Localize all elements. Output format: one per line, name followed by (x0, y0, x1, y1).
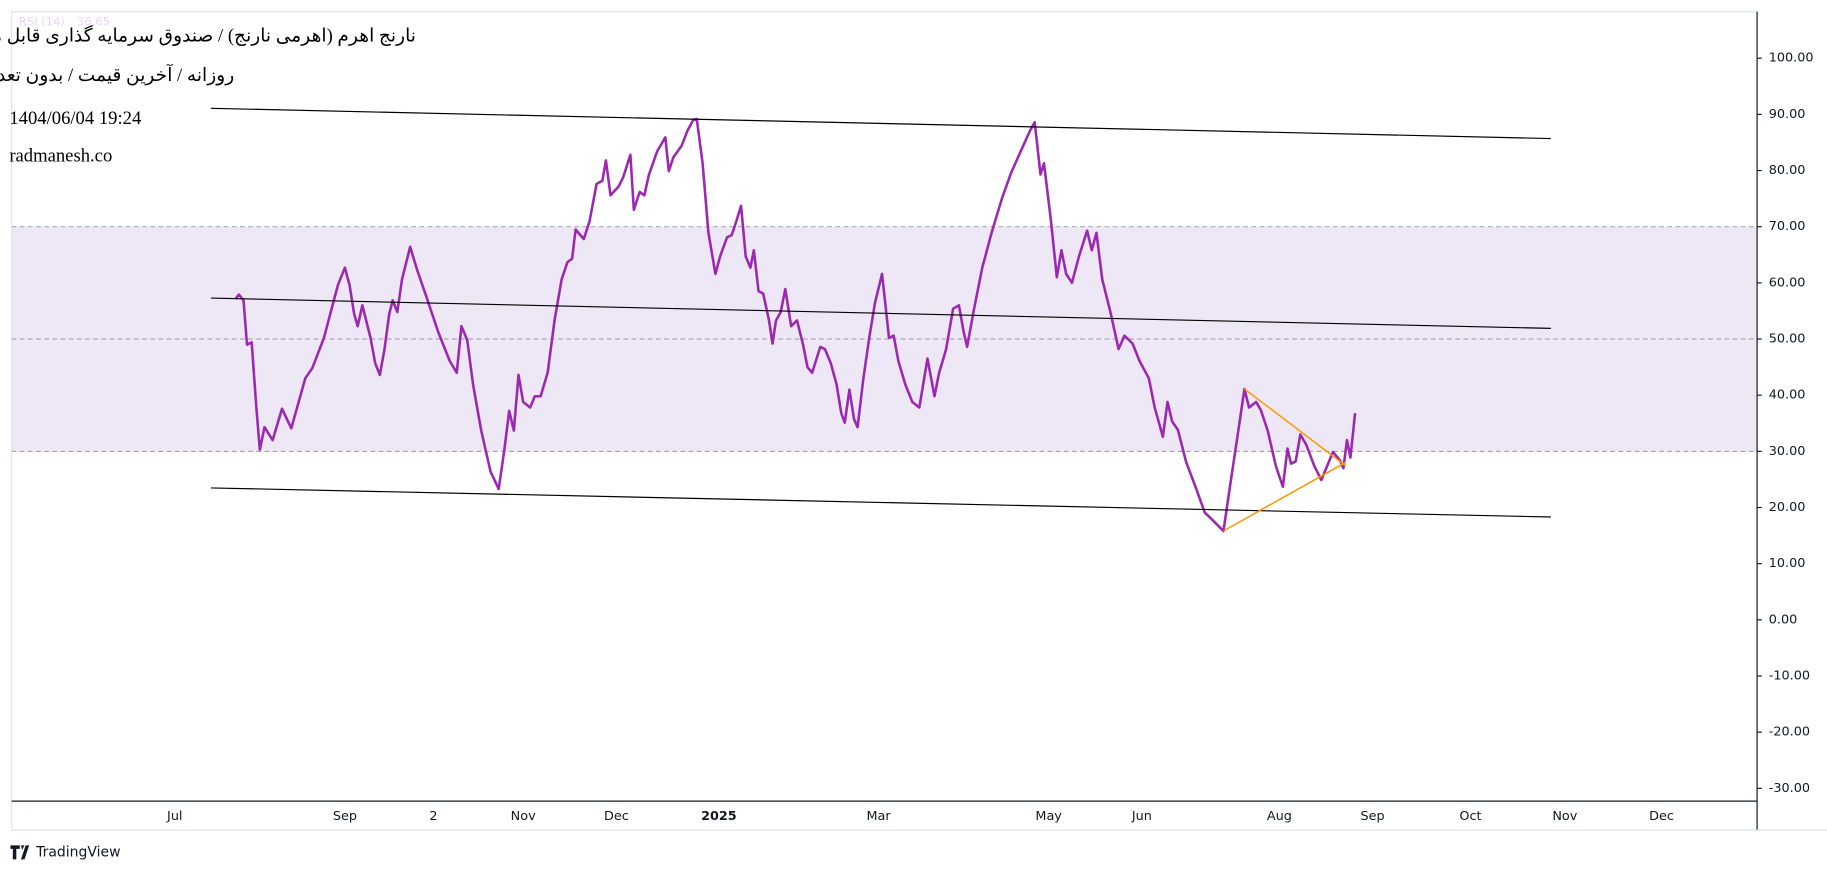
y-tick-label: 100.00 (1769, 51, 1814, 66)
channel-top (210, 107, 1551, 140)
subtitle: روزانه / آخرین قیمت / بدون تعدیل (0, 63, 234, 86)
background (11, 226, 1758, 452)
x-tick-label: Sep (333, 809, 357, 824)
x-tick-label: Aug (1267, 809, 1292, 824)
x-tick-label: Oct (1459, 809, 1481, 824)
tv-logo (10, 845, 30, 860)
rsi-line (234, 117, 1357, 533)
x-tick-label: May (1035, 809, 1062, 824)
plot (234, 117, 1357, 533)
x-tick-label: Jun (1131, 809, 1152, 824)
y-tick-label: 10.00 (1769, 556, 1806, 571)
y-tick-label: -20.00 (1769, 725, 1810, 740)
title: نارنج اهرم (اهرمی نارنج) / صندوق سرمایه … (0, 24, 416, 47)
x-tick-label: 2 (429, 809, 437, 824)
y-tick-label: 30.00 (1769, 444, 1806, 459)
y-tick-label: 60.00 (1769, 275, 1806, 290)
channel-bottom (210, 487, 1551, 518)
x-tick-label: Nov (1552, 809, 1577, 824)
x-tick-label: Jul (166, 809, 182, 824)
y-tick-label: 50.00 (1769, 332, 1806, 347)
y-tick-label: 90.00 (1769, 107, 1806, 122)
x-tick-label: Mar (866, 809, 891, 824)
y-tick-label: -10.00 (1769, 669, 1810, 684)
indicator-value: 36.65 (77, 15, 110, 29)
timestamp: 1404/06/04 19:24 (9, 108, 142, 129)
x-tick-label: Sep (1361, 809, 1385, 824)
y-tick-label: 70.00 (1769, 219, 1806, 234)
triangle-lower (1223, 461, 1347, 532)
x-tick-label: Dec (1649, 809, 1674, 824)
x-tick-label: 2025 (701, 809, 737, 824)
y-tick-label: 0.00 (1769, 612, 1798, 627)
x-tick-label: Nov (511, 809, 536, 824)
x-tick-label: Dec (604, 809, 629, 824)
y-tick-label: 20.00 (1769, 500, 1806, 515)
indicator-name: RSI (14) (19, 15, 65, 29)
y-tick-label: 40.00 (1769, 388, 1806, 403)
source: radmanesh.co (9, 145, 112, 166)
channel-mid (210, 297, 1551, 329)
triangle-upper (1243, 388, 1347, 467)
branding: TradingView (35, 844, 120, 860)
y-tick-label: 80.00 (1769, 163, 1806, 178)
y-tick-label: -30.00 (1769, 781, 1810, 796)
